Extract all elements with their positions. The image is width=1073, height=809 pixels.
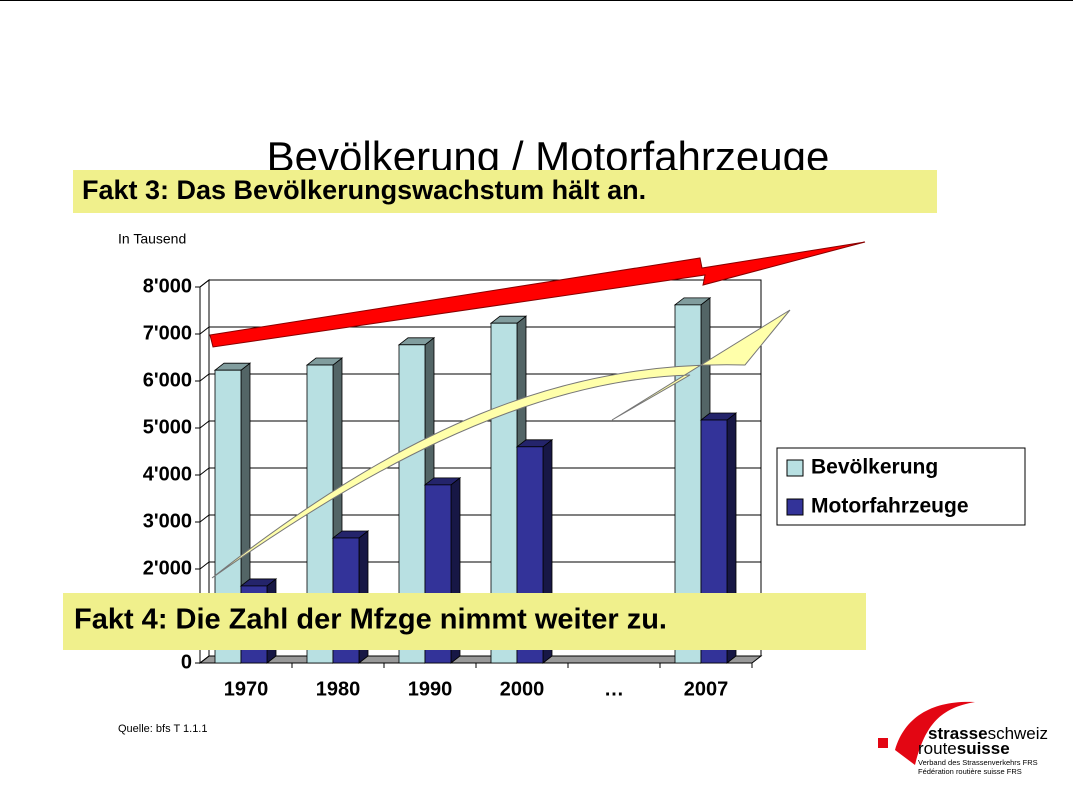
y-tick-label: 3'000 [143, 510, 192, 532]
logo-flag [878, 738, 888, 748]
x-tick-label: … [604, 678, 624, 700]
grid-line [199, 655, 761, 664]
yellow-arrow [211, 309, 791, 579]
y-tick-label: 5'000 [143, 416, 192, 438]
logo-word: strasse [928, 724, 988, 743]
y-tick-label: 6'000 [143, 369, 192, 391]
grid-line [199, 420, 761, 429]
grid-line [199, 561, 761, 570]
legend [776, 447, 1026, 526]
y-tick-label: 0 [181, 651, 192, 673]
grid-line [199, 326, 761, 335]
grid-line [199, 467, 761, 476]
logo-line: Fédération routière suisse FRS [918, 767, 1022, 776]
x-tick-label: 1970 [224, 678, 269, 700]
legend-items: Bevölkerung Motorfahrzeuge [786, 456, 969, 518]
x-tick-label: 2000 [500, 678, 545, 700]
logo-word: route [918, 739, 957, 758]
x-tick-label: 2007 [684, 678, 729, 700]
logo-word: suisse [957, 739, 1010, 758]
legend-label: Motorfahrzeuge [811, 495, 969, 518]
fact-text: Fakt 4: Die Zahl der Mfzge nimmt weiter … [74, 604, 667, 636]
red-arrow [209, 241, 866, 348]
logo-line: Verband des Strassenverkehrs FRS [918, 758, 1038, 767]
legend-swatch [786, 459, 804, 477]
legend-label: Bevölkerung [811, 456, 938, 479]
fact-box [63, 593, 866, 650]
logo-word: schweiz [988, 724, 1048, 743]
logo-swoosh [895, 701, 975, 765]
y-axis-label: In Tausend [118, 231, 186, 247]
x-tick-label: 1980 [316, 678, 361, 700]
grid-line [199, 514, 761, 523]
y-tick-label: 7'000 [143, 322, 192, 344]
x-tick-label: 1990 [408, 678, 453, 700]
logo-line: strasseschweiz [928, 724, 1048, 743]
logo-line: routesuisse [918, 739, 1010, 758]
y-tick-label: 2'000 [143, 557, 192, 579]
y-tick-label: 8'000 [143, 275, 192, 297]
legend-swatch [786, 498, 804, 516]
fact-text: Fakt 3: Das Bevölkerungswachstum hält an… [82, 175, 646, 205]
fact-box [73, 170, 937, 213]
grid-line [199, 373, 761, 382]
y-tick-label: 4'000 [143, 463, 192, 485]
source-text: Quelle: bfs T 1.1.1 [118, 723, 207, 735]
